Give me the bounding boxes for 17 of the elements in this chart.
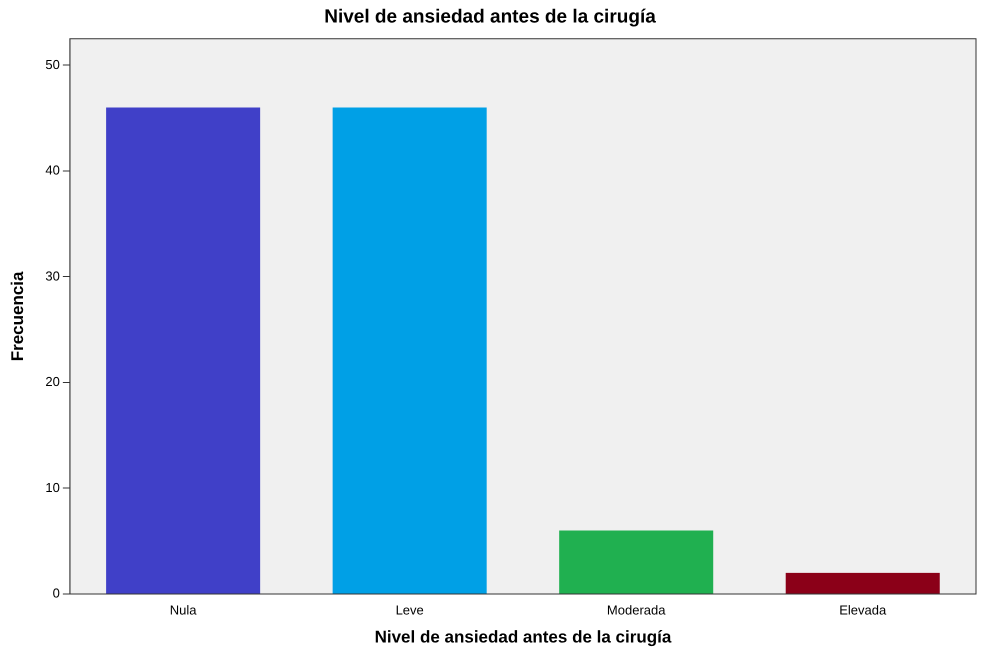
y-tick-label: 50 [45,56,60,72]
chart-title: Nivel de ansiedad antes de la cirugía [324,6,656,28]
y-tick-label: 40 [45,162,60,178]
y-tick-label: 20 [45,374,60,390]
bar [786,572,940,594]
x-axis-title: Nivel de ansiedad antes de la cirugía [374,627,672,646]
x-tick-label: Elevada [839,602,887,618]
x-tick-label: Nula [170,602,198,618]
y-tick-label: 10 [45,480,60,495]
bar [559,530,714,594]
y-tick-label: 0 [52,586,60,601]
x-tick-label: Leve [396,602,424,618]
bar [332,108,487,594]
y-axis-title: Frecuencia [8,270,27,362]
x-tick-label: Moderada [606,602,666,618]
bar [106,108,260,594]
y-tick-label: 30 [45,268,60,284]
